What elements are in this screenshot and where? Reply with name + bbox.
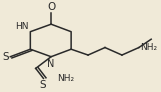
Text: S: S xyxy=(39,80,46,90)
Text: NH₂: NH₂ xyxy=(140,43,157,52)
Text: O: O xyxy=(47,2,55,12)
Text: NH₂: NH₂ xyxy=(57,74,74,83)
Text: S: S xyxy=(2,52,9,62)
Text: N: N xyxy=(47,59,55,69)
Text: HN: HN xyxy=(15,22,29,31)
